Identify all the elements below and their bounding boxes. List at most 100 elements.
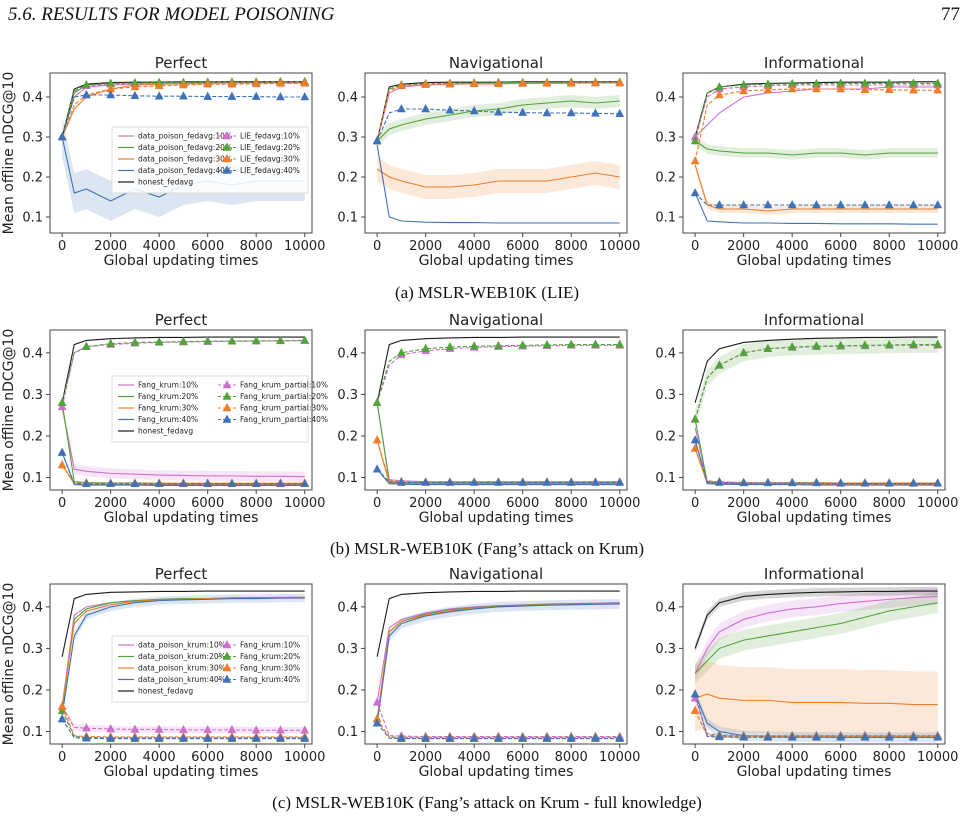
series-marker: [445, 105, 455, 114]
series-marker: [276, 733, 285, 742]
legend-entry: Fang_krum:30%: [240, 664, 300, 673]
series-line: [376, 590, 620, 657]
series-marker: [57, 460, 67, 469]
series-marker: [179, 733, 188, 742]
series-marker: [763, 732, 773, 741]
legend-entry: Fang_krum:40%: [138, 415, 198, 424]
legend-entry: data_poison_fedavg:40%: [138, 166, 232, 175]
y-tick-label: 0.4: [22, 600, 43, 615]
x-tick-label: 4000: [458, 750, 491, 765]
series-marker: [372, 464, 382, 473]
series-marker: [518, 340, 528, 349]
series-marker: [396, 80, 406, 90]
series-line: [694, 693, 938, 706]
series-marker: [566, 107, 576, 117]
legend-marker: [222, 639, 232, 649]
series-marker: [566, 339, 576, 348]
series-line: [694, 192, 938, 225]
legend-entry: Fang_krum_partial:30%: [240, 404, 328, 413]
x-tick-label: 8000: [555, 496, 588, 511]
series-line: [694, 602, 938, 674]
series-marker: [909, 732, 918, 741]
series-marker: [812, 199, 821, 209]
series-marker: [469, 341, 479, 350]
series-line: [376, 108, 620, 142]
confidence-band: [377, 157, 620, 199]
y-tick-label: 0.3: [337, 131, 358, 146]
x-tick-label: 4000: [143, 496, 176, 511]
series-marker: [81, 89, 91, 99]
y-tick-label: 0.1: [22, 725, 43, 740]
x-tick-label: 10000: [599, 496, 640, 511]
series-marker: [179, 336, 188, 345]
legend-box: [111, 126, 309, 194]
caption-a: (a) MSLR-WEB10K (LIE): [394, 283, 580, 302]
series-marker: [494, 78, 503, 88]
series-marker: [884, 732, 894, 741]
series-marker: [106, 733, 116, 742]
x-axis-label: Global updating times: [419, 253, 574, 269]
series-marker: [300, 733, 310, 742]
chart-0-2: Informational 0 2000 4000 6000 8000 10000 Globa…: [655, 54, 958, 269]
plot-frame: [682, 329, 946, 491]
series-marker: [836, 340, 846, 350]
series-marker: [57, 401, 67, 411]
series-marker: [518, 477, 528, 486]
plot-area: [690, 336, 943, 487]
series-marker: [812, 341, 821, 350]
plot-area: [57, 335, 310, 488]
series-marker: [860, 199, 870, 209]
series-marker: [518, 107, 528, 116]
legend-entry: LIE_fedavg:40%: [240, 166, 300, 175]
series-marker: [251, 733, 261, 742]
x-tick-label: 4000: [776, 496, 809, 511]
series-marker: [251, 335, 261, 345]
series-marker: [227, 336, 237, 345]
legend-marker: [222, 674, 232, 683]
series-marker: [396, 733, 406, 742]
series-marker: [909, 199, 918, 209]
series-marker: [884, 339, 894, 349]
plot-frame: [364, 329, 628, 491]
series-marker: [690, 155, 700, 165]
legend-entry: Fang_krum:10%: [240, 641, 300, 650]
series-line: [376, 603, 620, 724]
x-tick-label: 4000: [776, 750, 809, 765]
y-tick-label: 0.3: [337, 388, 358, 403]
series-marker: [714, 360, 724, 369]
series-marker: [81, 478, 91, 488]
series-line: [694, 595, 938, 674]
series-marker: [518, 78, 528, 87]
series-marker: [566, 477, 576, 486]
x-tick-label: 6000: [824, 750, 857, 765]
series-marker: [763, 477, 773, 487]
legend: data_poison_fedavg:10% data_poison_fedavg…: [111, 126, 309, 194]
series-marker: [739, 347, 749, 357]
legend-entry: data_poison_krum:10%: [138, 641, 226, 650]
series-marker: [57, 701, 67, 710]
legend-marker: [222, 414, 232, 423]
series-marker: [396, 103, 406, 113]
series-line: [376, 168, 620, 188]
series-marker: [787, 477, 797, 487]
series-marker: [81, 341, 91, 350]
series-marker: [933, 732, 943, 741]
x-tick-label: 2000: [94, 750, 127, 765]
series-marker: [787, 342, 797, 351]
series-line: [694, 439, 938, 484]
y-tick-label: 0.3: [655, 642, 676, 657]
series-marker: [860, 478, 870, 487]
series-marker: [615, 77, 625, 87]
series-line: [694, 84, 938, 138]
y-tick-label: 0.4: [655, 600, 676, 615]
series-marker: [933, 199, 943, 209]
series-marker: [106, 338, 116, 347]
series-line: [694, 164, 938, 212]
series-marker: [836, 478, 846, 487]
series-marker: [469, 477, 479, 486]
series-marker: [396, 477, 406, 486]
series-marker: [884, 199, 894, 209]
x-tick-label: 4000: [143, 750, 176, 765]
series-marker: [812, 83, 821, 93]
series-marker: [690, 689, 700, 698]
